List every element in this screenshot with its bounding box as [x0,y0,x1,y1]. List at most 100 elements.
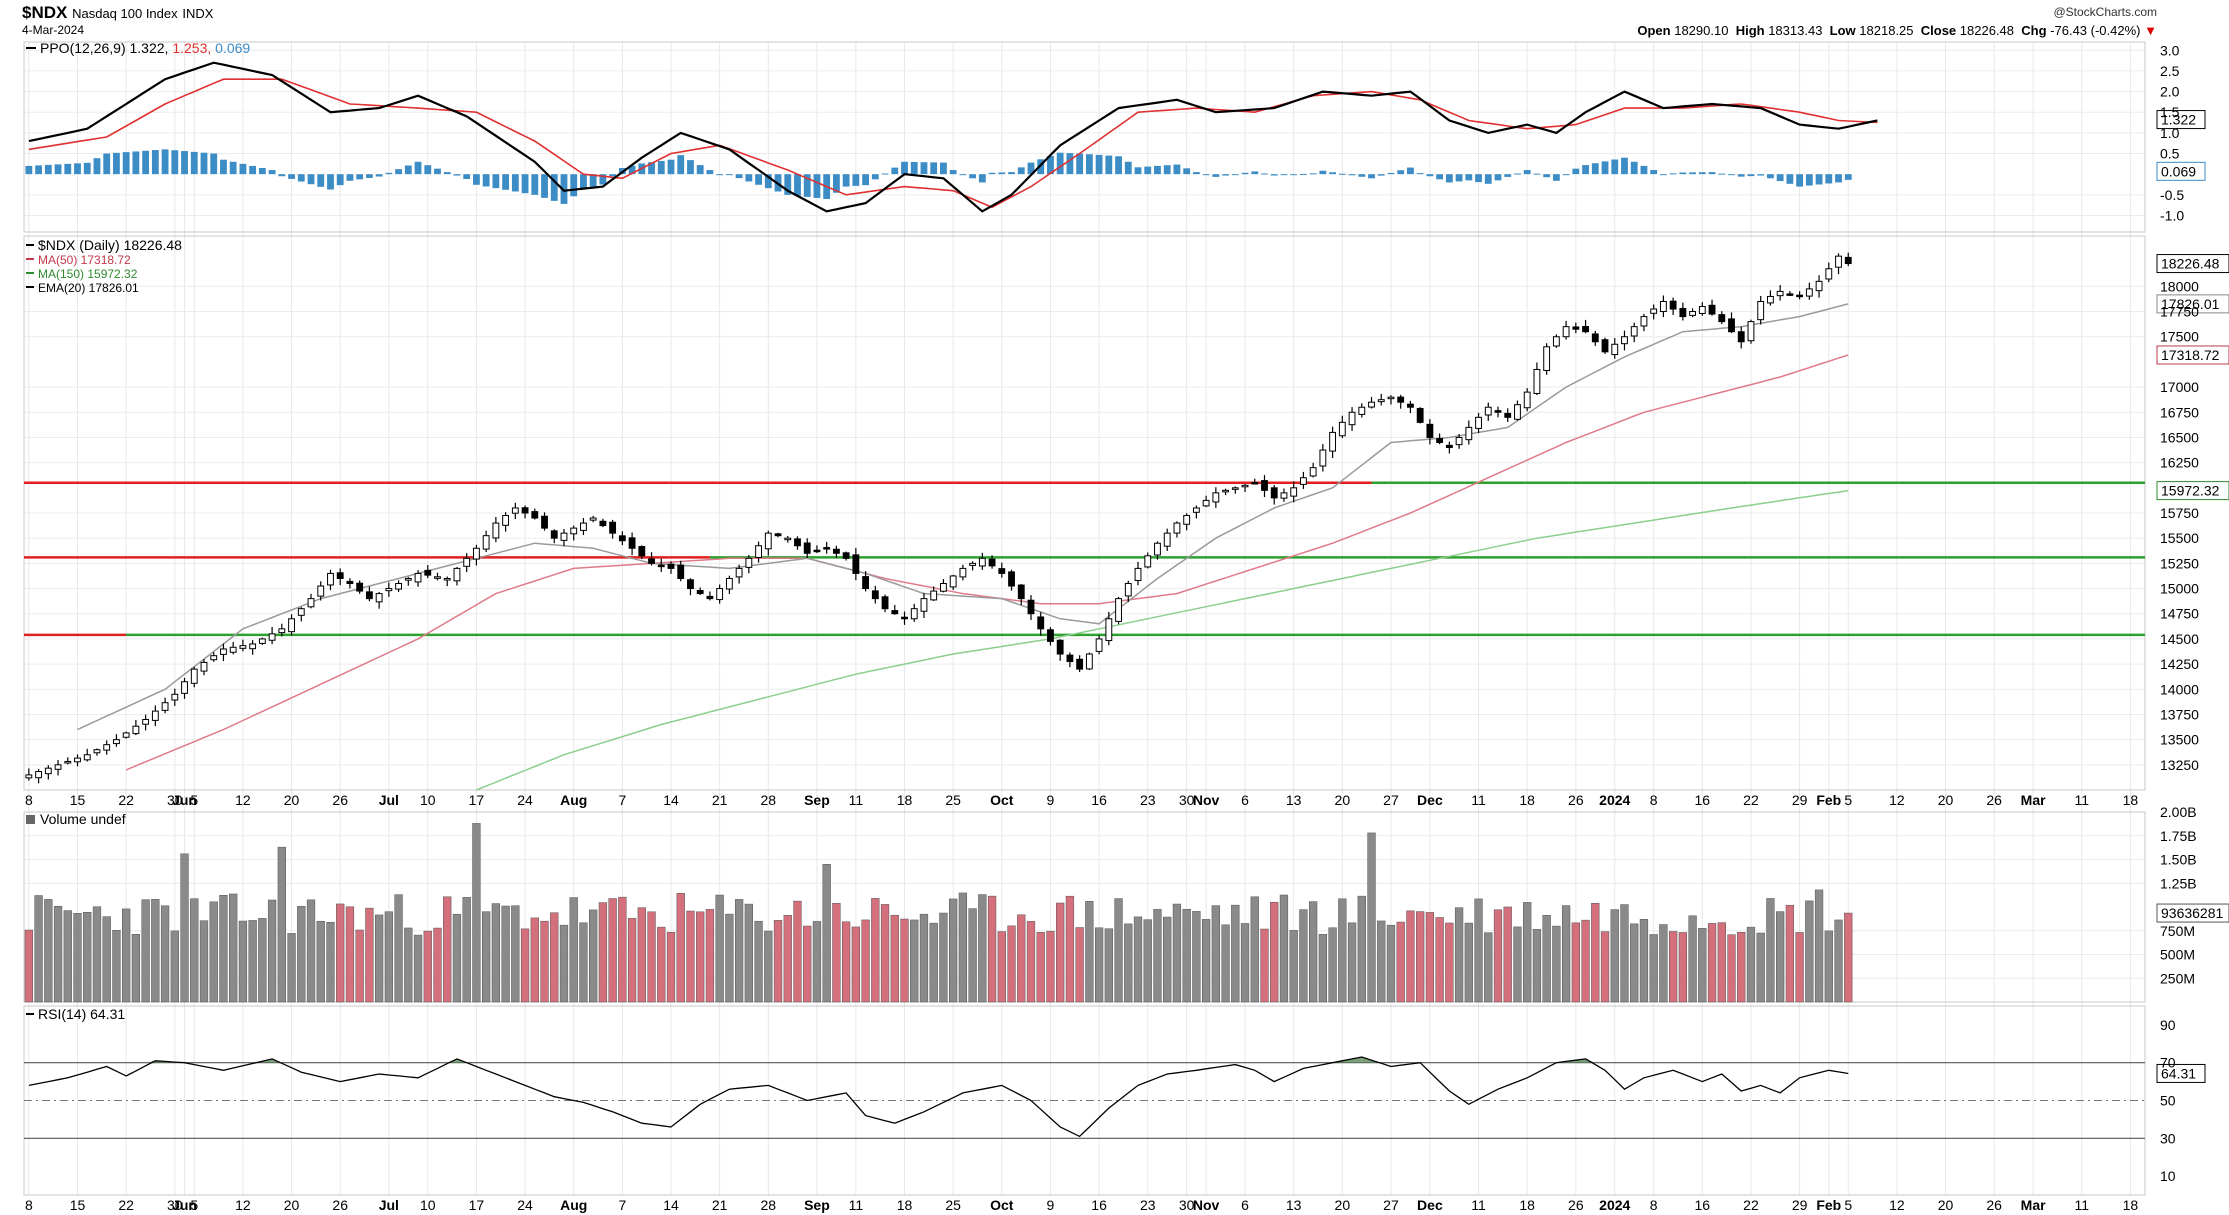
x-tick-label: 14 [663,792,679,808]
ppo-hist-bar [1825,174,1833,184]
ppo-hist-bar [1533,173,1541,175]
y-tick-label: 18000 [2160,278,2199,294]
ppo-hist-bar [365,174,373,178]
x-tick-label: Dec [1417,792,1443,808]
ppo-hist-bar [1144,166,1152,175]
volume-bar [1737,932,1746,1003]
volume-bar [900,918,909,1003]
ppo-hist-bar [755,174,762,185]
x-tick-label: 18 [897,792,913,808]
candle-down [1601,339,1609,353]
ppo-hist-bar [550,174,558,201]
volume-bar [1221,924,1230,1003]
ppo-hist-bar [745,174,753,182]
ppo-hist-bar [1805,174,1813,186]
ppo-hist-bar [74,163,81,175]
y-tick-label: 1.5 [2160,104,2180,120]
volume-bar [949,898,958,1003]
y-tick-label: 1.75B [2160,828,2197,844]
volume-bar [1756,932,1765,1003]
volume-bar [1581,919,1590,1003]
volume-bar [598,902,608,1003]
ppo-hist-bar [1796,174,1804,187]
x-tick-label: Oct [990,1197,1014,1213]
ppo-panel: PPO(12,26,9) 1.322, 1.253, 0.069 1.322 0.0… [25,40,2206,213]
y-tick-label: 1.0 [2160,125,2180,141]
x-tick-label: Mar [2021,792,2046,808]
ppo-hist-bar [482,174,490,187]
x-tick-label: 10 [420,1197,436,1213]
candle-down [638,546,646,557]
ppo-hist-bar [930,162,938,175]
volume-bar [1454,907,1464,1003]
candle-up [44,767,52,775]
candle-up [1299,477,1307,485]
y-tick-label: 17000 [2160,379,2199,395]
candle-up [1767,295,1774,304]
volume-bar [1805,900,1814,1003]
volume-bar [744,903,753,1003]
volume-bar [851,926,861,1003]
candle-down [1796,294,1804,298]
candle-up [132,725,140,735]
ppo-hist-bar [1241,172,1249,175]
candle-up [978,557,986,567]
volume-bar [511,905,520,1003]
ppo-hist-bar [881,173,889,175]
candle-down [871,590,879,600]
candle-down [677,564,685,579]
ppo-hist-bar [249,165,257,175]
candle-down [1407,403,1414,408]
volume-bar [1133,916,1143,1003]
candle-up [1231,487,1239,490]
ppo-hist-bar [171,150,179,175]
x-tick-label: 16 [1091,1197,1107,1213]
volume-bar [754,920,763,1003]
candle-down [1426,423,1434,438]
x-tick-label: 18 [1519,792,1535,808]
candle-up [1552,336,1560,347]
volume-bar [608,898,617,1003]
volume-bar [423,930,432,1003]
x-tick-label: 16 [1091,792,1107,808]
ppo-hist-bar [560,174,568,204]
volume-bar [910,919,919,1003]
candle-down [346,580,354,585]
x-tick-label: 10 [420,792,436,808]
volume-bar [764,930,773,1003]
x-tick-label: 6 [1241,792,1249,808]
x-tick-label: 9 [1047,792,1055,808]
ppo-hist-bar [93,158,101,175]
volume-bar [1727,934,1736,1003]
candle-up [1659,300,1667,313]
ppo-legend-part: 1.322, [130,40,173,56]
volume-bar [1260,928,1269,1003]
ppo-hist-bar [862,174,869,186]
x-tick-label: 25 [945,1197,961,1213]
y-tick-label: 2.0 [2160,84,2180,100]
volume-bar [1386,924,1396,1003]
ppo-hist-bar [1611,159,1619,175]
ppo-hist-bar [531,174,539,195]
volume-bar [987,895,997,1003]
close-label: Close [1920,23,1957,38]
ppo-hist-bar [716,174,724,176]
candle-up [930,590,938,601]
volume-bar [1406,910,1415,1003]
candle-up [113,739,120,745]
ma50-line [125,354,1849,771]
rsi-y-tick-label: 10 [2160,1168,2176,1184]
candle-up [1358,406,1366,415]
ppo-hist-bar [1718,173,1726,175]
volume-bar [1668,931,1678,1003]
candle-up [220,648,227,655]
candle-up [171,693,179,701]
candle-down [891,610,899,615]
candle-up [1533,368,1541,394]
candle-up [190,668,198,684]
ppo-hist-bar [1154,165,1161,175]
candle-down [531,511,539,519]
candle-down [687,579,694,590]
candle-up [492,522,500,539]
ppo-hist-bar [463,174,471,179]
